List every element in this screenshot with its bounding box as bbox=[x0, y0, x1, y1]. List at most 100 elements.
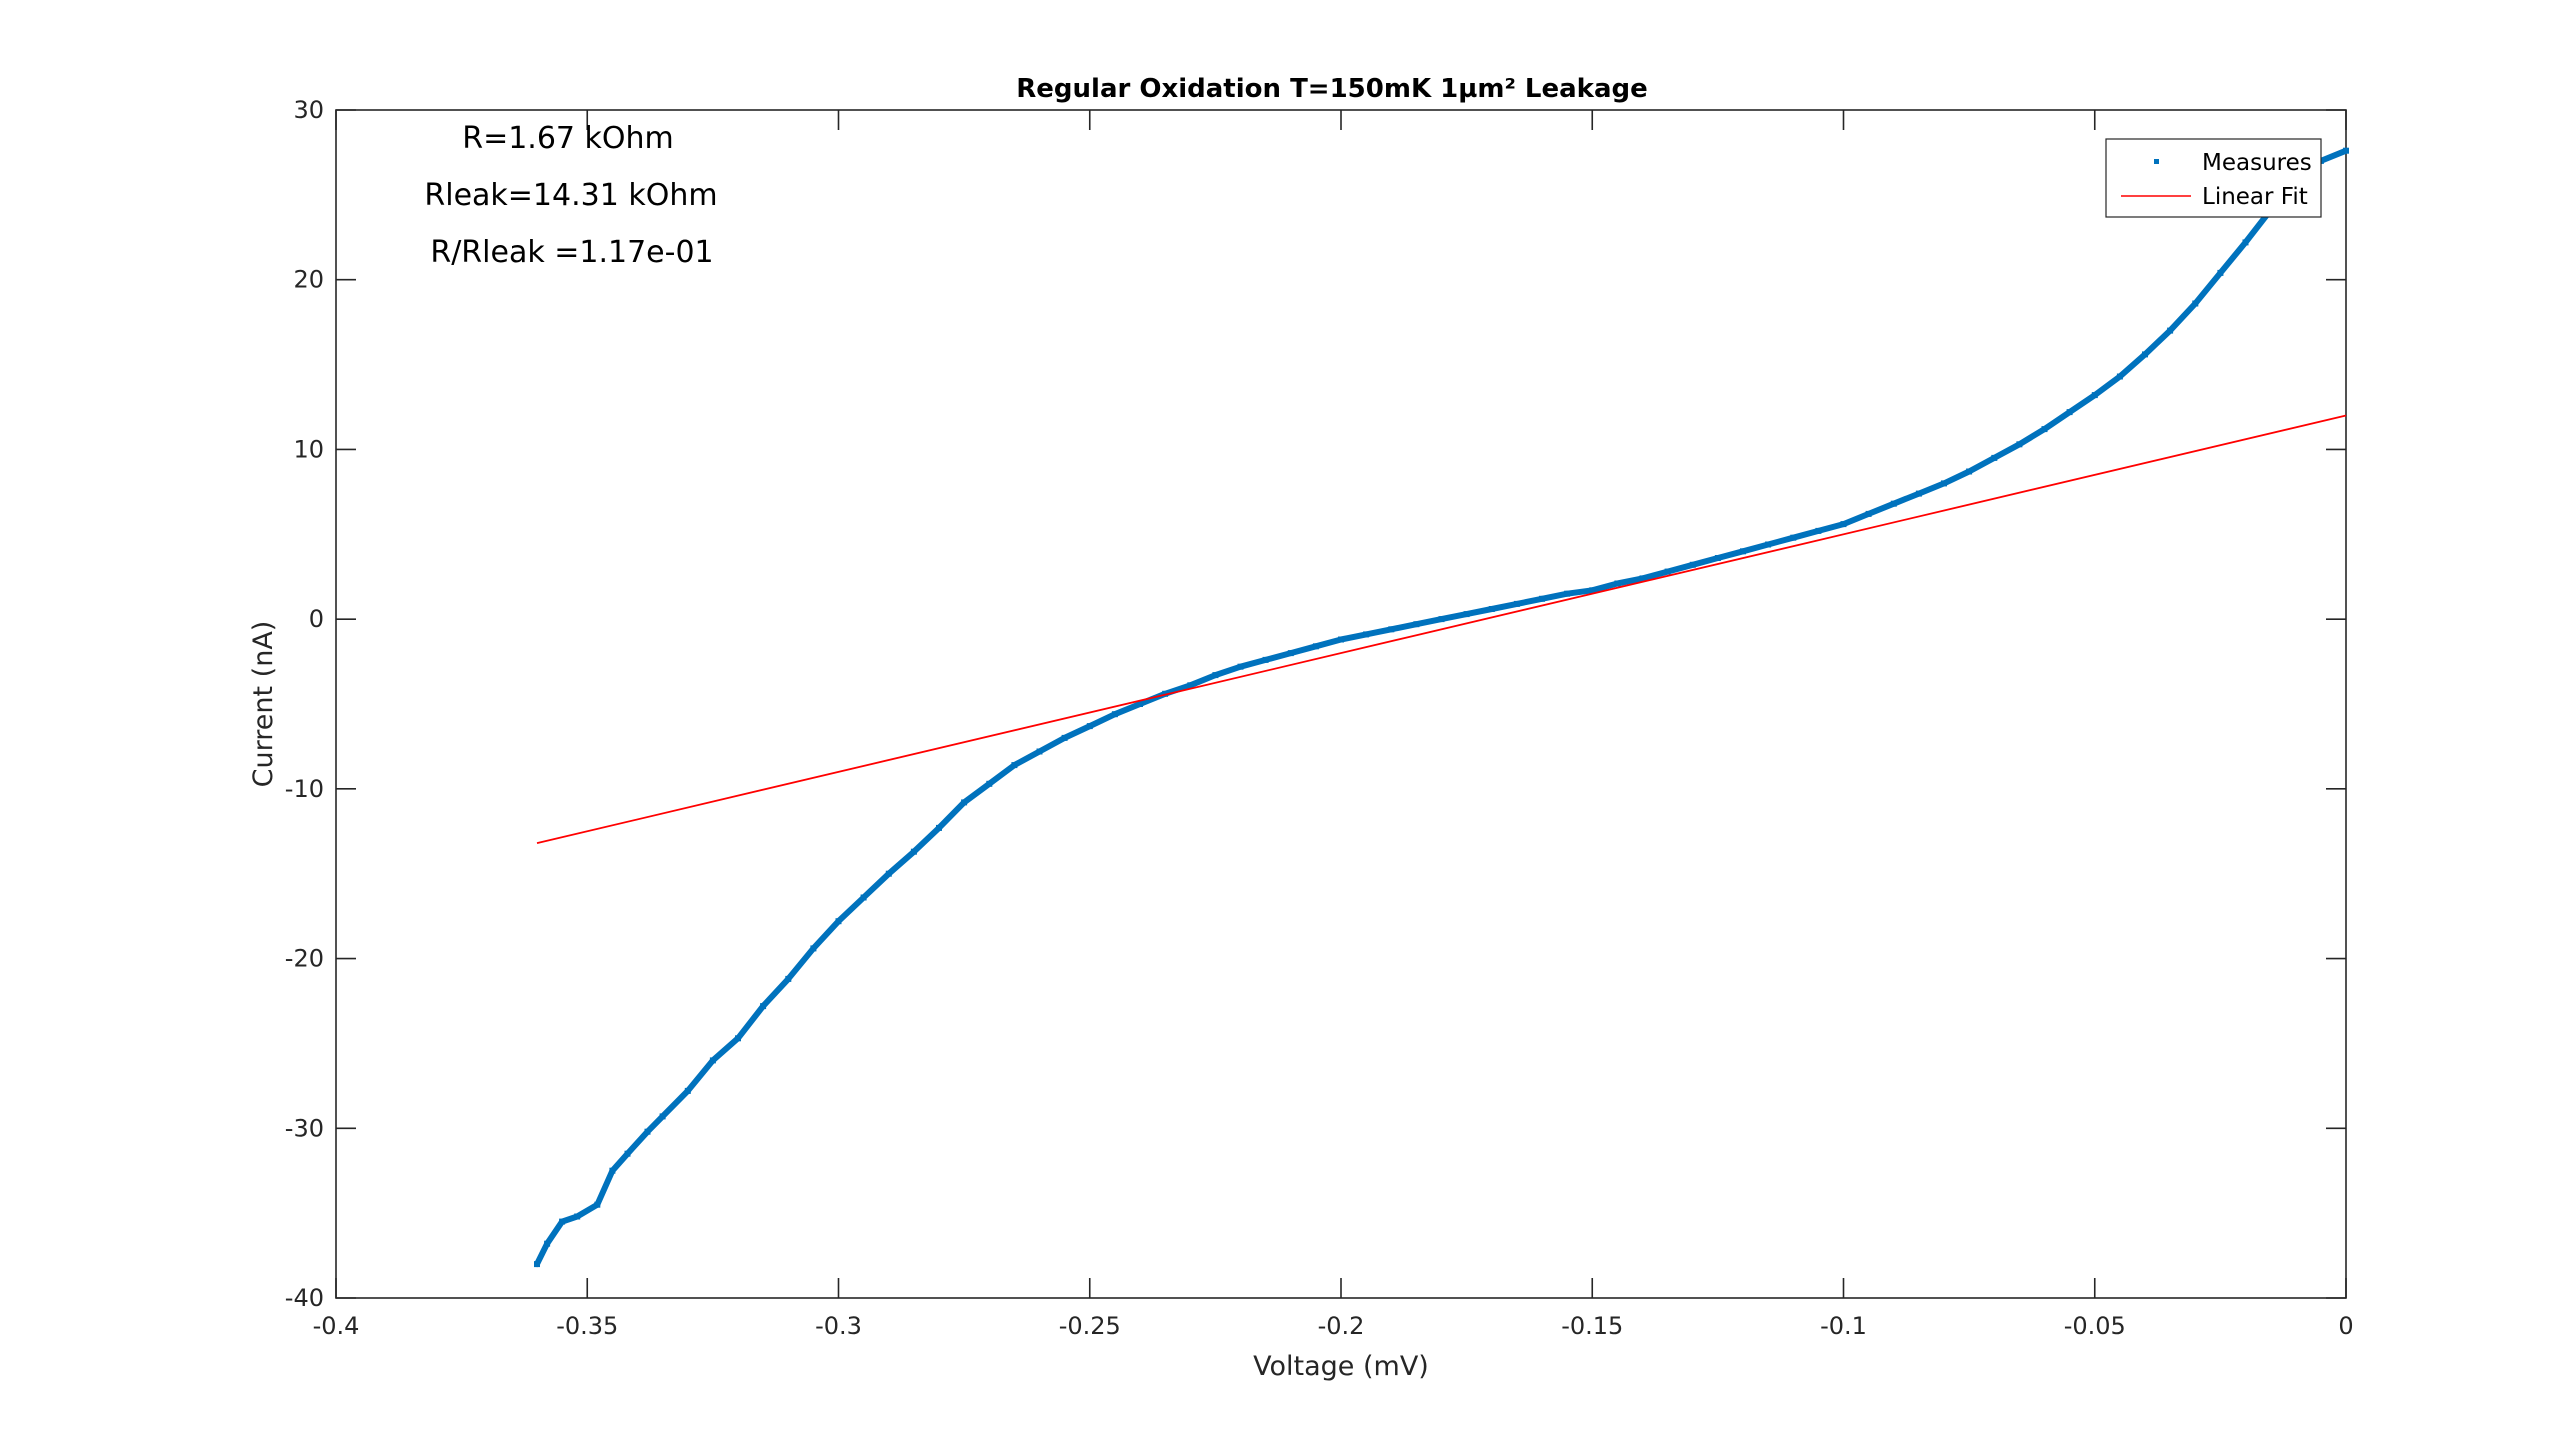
measure-point bbox=[1212, 672, 1219, 679]
measure-point bbox=[1438, 616, 1445, 623]
measure-point bbox=[2016, 441, 2023, 448]
legend-marker-measures bbox=[2154, 159, 2159, 164]
measure-point bbox=[936, 824, 942, 831]
measure-point bbox=[2217, 269, 2224, 276]
x-tick-label: -0.1 bbox=[1820, 1312, 1867, 1340]
measure-point bbox=[709, 1057, 716, 1064]
measure-point bbox=[1890, 500, 1897, 507]
measure-point bbox=[1363, 631, 1370, 638]
measure-point bbox=[534, 1261, 540, 1268]
measure-point bbox=[1011, 762, 1018, 769]
measure-point bbox=[1488, 606, 1495, 612]
legend-label-measures: Measures bbox=[2202, 150, 2312, 176]
measure-point bbox=[1338, 636, 1344, 643]
measure-point bbox=[961, 799, 968, 806]
y-tick-label: -30 bbox=[285, 1114, 324, 1142]
measure-point bbox=[559, 1218, 566, 1225]
measure-point bbox=[2242, 239, 2249, 246]
measure-point bbox=[544, 1240, 551, 1247]
measure-point bbox=[2192, 300, 2199, 307]
measure-point bbox=[1614, 580, 1621, 587]
x-tick-label: -0.2 bbox=[1318, 1312, 1365, 1340]
measure-point bbox=[2091, 392, 2098, 399]
measure-point bbox=[860, 894, 867, 901]
measure-point bbox=[1740, 548, 1746, 555]
x-tick-label: -0.3 bbox=[815, 1312, 862, 1340]
measure-point bbox=[624, 1150, 631, 1157]
measure-point bbox=[1915, 490, 1922, 497]
measure-point bbox=[760, 1003, 767, 1010]
x-tick-label: -0.25 bbox=[1059, 1312, 1121, 1340]
measure-point bbox=[1714, 555, 1721, 561]
measure-point bbox=[1312, 643, 1319, 650]
x-tick-label: -0.35 bbox=[556, 1312, 618, 1340]
measure-point bbox=[1061, 734, 1068, 741]
measure-point bbox=[1639, 575, 1646, 582]
measure-point bbox=[2343, 147, 2349, 154]
legend: Measures Linear Fit bbox=[2105, 138, 2322, 218]
measure-point bbox=[1287, 650, 1294, 657]
linear-fit-line bbox=[536, 414, 2347, 845]
y-tick-label: -40 bbox=[285, 1284, 324, 1312]
measure-point bbox=[1689, 561, 1696, 568]
legend-box bbox=[2105, 138, 2322, 218]
x-tick-label: -0.4 bbox=[313, 1312, 360, 1340]
measure-point bbox=[684, 1087, 691, 1094]
measure-point bbox=[2167, 327, 2174, 334]
measure-point bbox=[885, 870, 892, 877]
measure-point bbox=[609, 1167, 616, 1174]
annotation-ratio: R/Rleak =1.17e-01 bbox=[430, 235, 713, 270]
measure-point bbox=[1991, 454, 1998, 461]
measure-point bbox=[1564, 590, 1571, 597]
annotation-r: R=1.67 kOhm bbox=[462, 121, 674, 156]
measure-point bbox=[910, 848, 917, 855]
measure-point bbox=[1941, 480, 1947, 487]
data-series bbox=[534, 147, 2349, 1268]
measure-point bbox=[2116, 373, 2123, 380]
measure-point bbox=[1413, 621, 1420, 628]
legend-label-linear-fit: Linear Fit bbox=[2202, 184, 2308, 210]
measure-point bbox=[659, 1113, 666, 1120]
measure-point bbox=[1137, 701, 1143, 707]
measure-point bbox=[1086, 723, 1093, 730]
y-tick-label: 30 bbox=[293, 96, 324, 124]
measure-point bbox=[1865, 510, 1872, 517]
y-tick-label: 20 bbox=[293, 266, 324, 294]
y-axis-label: Current (nA) bbox=[248, 621, 279, 788]
measure-point bbox=[574, 1213, 581, 1220]
y-tick-label: 10 bbox=[293, 435, 324, 463]
measure-point bbox=[986, 780, 993, 787]
y-axis-ticks: -40 -30 -20 -10 0 10 20 30 bbox=[285, 96, 2346, 1312]
measure-point bbox=[594, 1201, 601, 1208]
measure-point bbox=[1237, 663, 1244, 670]
measure-point bbox=[835, 918, 842, 925]
measure-point bbox=[1463, 611, 1470, 618]
measure-point bbox=[1187, 682, 1194, 689]
measure-point bbox=[1111, 711, 1118, 718]
measure-point bbox=[1589, 587, 1596, 594]
measure-point bbox=[1513, 600, 1520, 607]
y-tick-label: -10 bbox=[285, 775, 324, 803]
chart-title: Regular Oxidation T=150mK 1µm² Leakage bbox=[1016, 74, 1647, 104]
x-tick-label: -0.15 bbox=[1561, 1312, 1623, 1340]
x-tick-label: 0 bbox=[2338, 1312, 2353, 1340]
measure-point bbox=[735, 1035, 741, 1042]
measure-point bbox=[785, 975, 792, 982]
measure-point bbox=[1765, 541, 1772, 548]
measure-point bbox=[1262, 656, 1269, 663]
x-axis-ticks: -0.4 -0.35 -0.3 -0.25 -0.2 -0.15 -0.1 -0.05 0 bbox=[313, 110, 2354, 1340]
x-axis-label: Voltage (mV) bbox=[1253, 1351, 1429, 1382]
measure-point bbox=[2041, 426, 2048, 433]
measure-point bbox=[644, 1128, 651, 1135]
measure-point bbox=[1815, 527, 1822, 534]
measure-point bbox=[1388, 626, 1395, 633]
measures-trace bbox=[534, 147, 2349, 1268]
measure-point bbox=[2066, 409, 2073, 416]
measure-point bbox=[1790, 534, 1797, 541]
plot-area bbox=[335, 109, 2347, 1299]
measure-point bbox=[1966, 468, 1973, 475]
measure-point bbox=[1664, 568, 1671, 575]
measure-point bbox=[1840, 521, 1847, 528]
annotation-rleak: Rleak=14.31 kOhm bbox=[424, 178, 717, 213]
